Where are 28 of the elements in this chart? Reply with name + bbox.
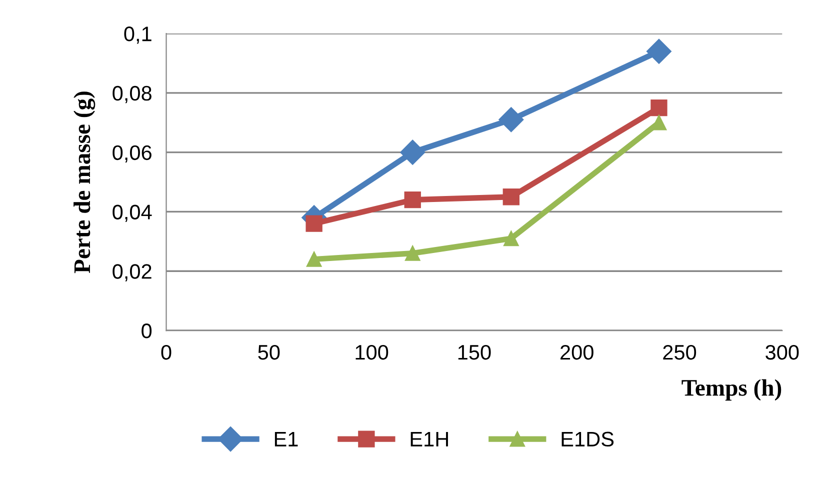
y-tick-label: 0	[142, 324, 152, 338]
legend-label: E1H	[410, 432, 448, 446]
x-tick-label: 200	[560, 344, 594, 360]
x-tick-label: 300	[766, 344, 799, 360]
x-tick-label: 50	[258, 344, 280, 360]
x-tick-label: 100	[356, 344, 388, 360]
x-tick-label: 150	[458, 344, 491, 360]
legend-label: E1DS	[562, 432, 614, 447]
point	[504, 230, 519, 246]
point	[650, 99, 668, 116]
point	[306, 215, 322, 232]
x-axis-title: Temps (h)	[682, 379, 782, 401]
point	[646, 38, 672, 64]
point	[404, 192, 421, 208]
legend-label: E1	[274, 432, 298, 446]
point	[404, 246, 420, 261]
point	[502, 188, 520, 206]
y-tick-label: 0,08	[112, 86, 152, 104]
y-tick-label: 0,04	[112, 204, 152, 222]
point	[498, 107, 524, 132]
x-tick-label: 0	[161, 344, 172, 360]
y-tick-label: 0,06	[112, 145, 152, 163]
y-axis-title: Perte de masse (g)	[74, 92, 96, 274]
y-tick-label: 0,1	[124, 26, 152, 44]
x-tick-label: 250	[663, 344, 696, 360]
point	[306, 252, 322, 267]
y-tick-label: 0,02	[112, 264, 152, 282]
point	[400, 140, 426, 165]
